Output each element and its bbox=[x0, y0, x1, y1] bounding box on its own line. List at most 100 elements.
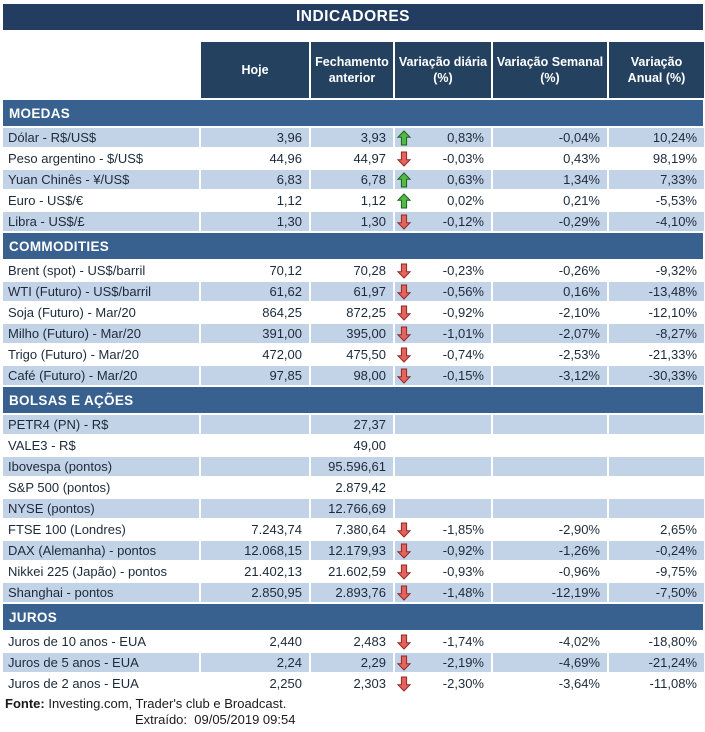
hoje-value: 44,96 bbox=[201, 149, 309, 168]
variacao-diaria-cell: -1,85% bbox=[395, 520, 491, 539]
table-row: Juros de 5 anos - EUA 2,24 2,29 -2,19% -4,69… bbox=[3, 653, 704, 672]
variacao-diaria-cell bbox=[395, 436, 491, 455]
variacao-diaria-cell bbox=[395, 499, 491, 518]
hoje-value: 6,83 bbox=[201, 170, 309, 189]
variacao-anual-value: 98,19% bbox=[609, 149, 704, 168]
variacao-anual-value: -21,33% bbox=[609, 345, 704, 364]
down-arrow-icon bbox=[397, 284, 412, 300]
down-arrow-icon bbox=[397, 522, 412, 538]
source-label: Fonte: bbox=[5, 696, 45, 711]
table-row: Brent (spot) - US$/barril 70,12 70,28 -0,23… bbox=[3, 261, 704, 280]
variacao-semanal-value: -1,26% bbox=[493, 541, 607, 560]
variacao-semanal-value bbox=[493, 457, 607, 476]
variacao-semanal-value: 1,34% bbox=[493, 170, 607, 189]
column-header-row: Hoje Fechamento anterior Variação diária (%)… bbox=[201, 42, 704, 98]
row-label: DAX (Alemanha) - pontos bbox=[3, 541, 199, 560]
table-row: Dólar - R$/US$ 3,96 3,93 0,83% -0,04% 10,24% bbox=[3, 128, 704, 147]
column-header-line1: Variação Semanal bbox=[496, 54, 604, 69]
table-row: WTI (Futuro) - US$/barril 61,62 61,97 -0,56… bbox=[3, 282, 704, 301]
section-rows-juros: Juros de 10 anos - EUA 2,440 2,483 -1,74% -4… bbox=[3, 632, 704, 693]
table-row: DAX (Alemanha) - pontos 12.068,15 12.179,9… bbox=[3, 541, 704, 560]
row-label: VALE3 - R$ bbox=[3, 436, 199, 455]
variacao-semanal-value: -2,53% bbox=[493, 345, 607, 364]
variacao-diaria-value: 0,63% bbox=[447, 172, 484, 187]
variacao-semanal-value: -4,69% bbox=[493, 653, 607, 672]
variacao-diaria-value: -2,30% bbox=[442, 676, 484, 691]
column-header-variacao-diaria: Variação diária (%) bbox=[395, 42, 491, 98]
variacao-semanal-value: -0,96% bbox=[493, 562, 607, 581]
row-label: Nikkei 225 (Japão) - pontos bbox=[3, 562, 199, 581]
table-row: Juros de 10 anos - EUA 2,440 2,483 -1,74% -4… bbox=[3, 632, 704, 651]
column-header-line2: (%) bbox=[540, 71, 560, 85]
variacao-anual-value bbox=[609, 478, 704, 497]
row-label: Juros de 2 anos - EUA bbox=[3, 674, 199, 693]
down-arrow-icon bbox=[397, 368, 412, 384]
hoje-value bbox=[201, 415, 309, 434]
section-header-commodities: COMMODITIES bbox=[3, 233, 703, 259]
variacao-diaria-cell: -0,74% bbox=[395, 345, 491, 364]
variacao-diaria-value: -0,15% bbox=[442, 368, 484, 383]
variacao-diaria-cell: 0,83% bbox=[395, 128, 491, 147]
table-row: Soja (Futuro) - Mar/20 864,25 872,25 -0,92%… bbox=[3, 303, 704, 322]
fechamento-value: 27,37 bbox=[311, 415, 393, 434]
variacao-semanal-value bbox=[493, 499, 607, 518]
variacao-anual-value: -12,10% bbox=[609, 303, 704, 322]
down-arrow-icon bbox=[397, 305, 412, 321]
variacao-anual-value: 7,33% bbox=[609, 170, 704, 189]
table-row: Peso argentino - $/US$ 44,96 44,97 -0,03% 0,… bbox=[3, 149, 704, 168]
table-row: Café (Futuro) - Mar/20 97,85 98,00 -0,15% -3… bbox=[3, 366, 704, 385]
row-label: S&P 500 (pontos) bbox=[3, 478, 199, 497]
variacao-anual-value: -5,53% bbox=[609, 191, 704, 210]
section-rows-bolsas-e-acoes: PETR4 (PN) - R$ 27,37 VALE3 - R$ 49,00 Ibove… bbox=[3, 415, 704, 602]
variacao-diaria-value: -1,85% bbox=[442, 522, 484, 537]
variacao-anual-value: -4,10% bbox=[609, 212, 704, 231]
variacao-semanal-value: -2,07% bbox=[493, 324, 607, 343]
variacao-semanal-value: -2,90% bbox=[493, 520, 607, 539]
fechamento-value: 61,97 bbox=[311, 282, 393, 301]
hoje-value: 2,250 bbox=[201, 674, 309, 693]
variacao-semanal-value bbox=[493, 436, 607, 455]
row-label: Peso argentino - $/US$ bbox=[3, 149, 199, 168]
variacao-anual-value: 2,65% bbox=[609, 520, 704, 539]
column-header-line2: (%) bbox=[433, 71, 453, 85]
indicators-table: MOEDAS Dólar - R$/US$ 3,96 3,93 0,83% -0,04% 1… bbox=[0, 100, 705, 693]
table-row: Euro - US$/€ 1,12 1,12 0,02% 0,21% -5,53% bbox=[3, 191, 704, 210]
table-row: Juros de 2 anos - EUA 2,250 2,303 -2,30% -3,… bbox=[3, 674, 704, 693]
down-arrow-icon bbox=[397, 564, 412, 580]
section-header-moedas: MOEDAS bbox=[3, 100, 703, 126]
fechamento-value: 70,28 bbox=[311, 261, 393, 280]
row-label: WTI (Futuro) - US$/barril bbox=[3, 282, 199, 301]
variacao-semanal-value: -4,02% bbox=[493, 632, 607, 651]
variacao-diaria-value: -0,92% bbox=[442, 543, 484, 558]
variacao-diaria-value: -1,48% bbox=[442, 585, 484, 600]
variacao-diaria-value: -0,56% bbox=[442, 284, 484, 299]
up-arrow-icon bbox=[397, 192, 412, 209]
section-title: BOLSAS E AÇÕES bbox=[9, 392, 134, 408]
down-arrow-icon bbox=[397, 543, 412, 559]
column-header-variacao-anual: Variação Anual (%) bbox=[609, 42, 704, 98]
fechamento-value: 3,93 bbox=[311, 128, 393, 147]
fechamento-value: 98,00 bbox=[311, 366, 393, 385]
variacao-diaria-value: -1,01% bbox=[442, 326, 484, 341]
row-label: NYSE (pontos) bbox=[3, 499, 199, 518]
section-title: JUROS bbox=[9, 609, 58, 625]
variacao-semanal-value bbox=[493, 415, 607, 434]
variacao-diaria-value: 0,02% bbox=[447, 193, 484, 208]
variacao-semanal-value: 0,21% bbox=[493, 191, 607, 210]
fechamento-value: 12.766,69 bbox=[311, 499, 393, 518]
variacao-semanal-value: 0,16% bbox=[493, 282, 607, 301]
variacao-diaria-cell bbox=[395, 478, 491, 497]
variacao-semanal-value: -12,19% bbox=[493, 583, 607, 602]
variacao-diaria-cell: -0,15% bbox=[395, 366, 491, 385]
variacao-diaria-value: -0,12% bbox=[442, 214, 484, 229]
section-rows-moedas: Dólar - R$/US$ 3,96 3,93 0,83% -0,04% 10,24% P… bbox=[3, 128, 704, 231]
fechamento-value: 395,00 bbox=[311, 324, 393, 343]
variacao-diaria-value: -1,74% bbox=[442, 634, 484, 649]
variacao-anual-value bbox=[609, 499, 704, 518]
column-header-variacao-semanal: Variação Semanal (%) bbox=[493, 42, 607, 98]
down-arrow-icon bbox=[397, 634, 412, 650]
variacao-diaria-cell: -2,19% bbox=[395, 653, 491, 672]
hoje-value: 21.402,13 bbox=[201, 562, 309, 581]
variacao-anual-value: -9,32% bbox=[609, 261, 704, 280]
hoje-value: 2.850,95 bbox=[201, 583, 309, 602]
